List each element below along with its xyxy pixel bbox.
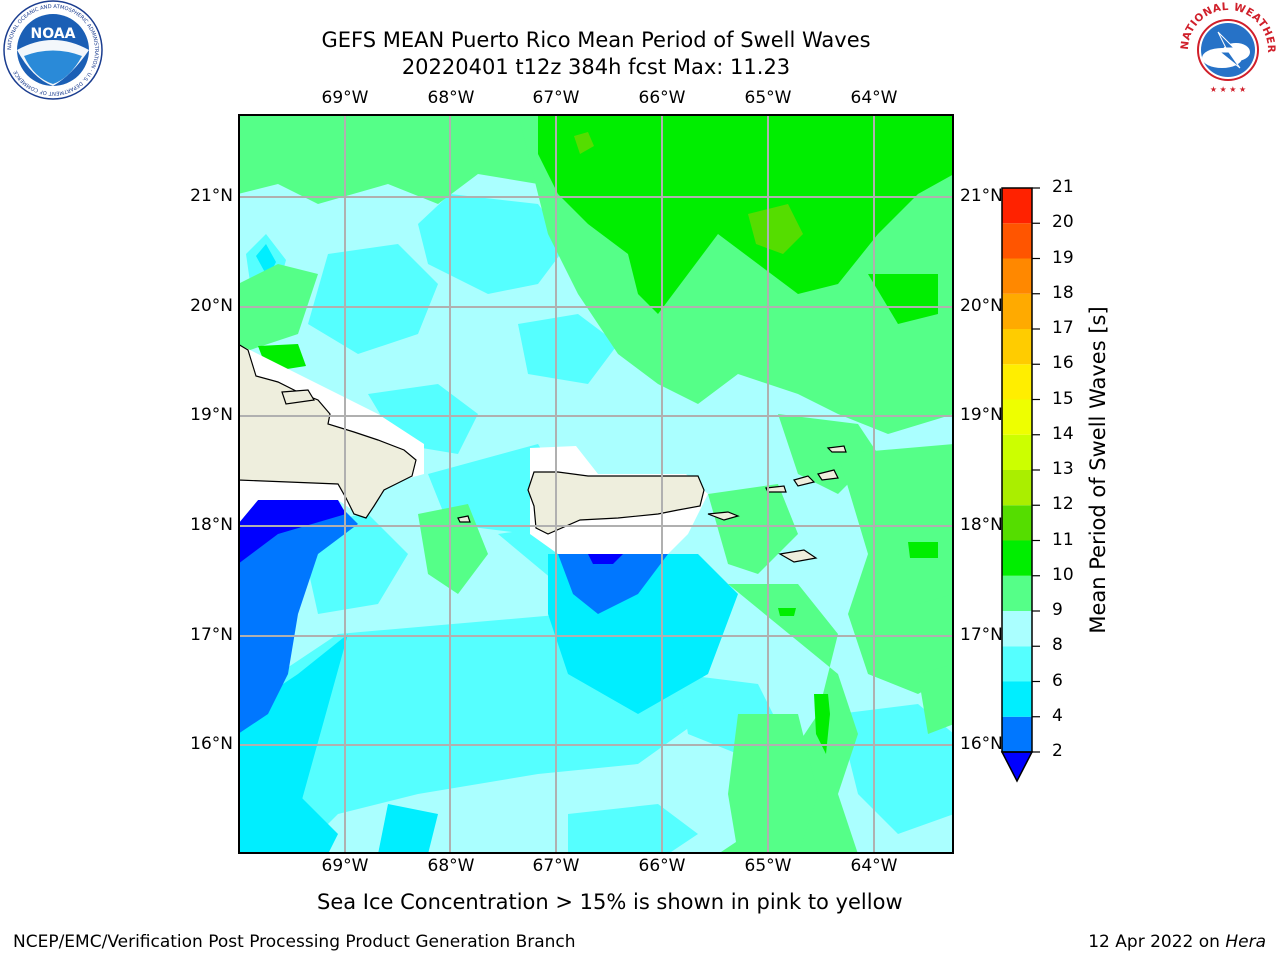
lat-tick-right: 16°N bbox=[960, 734, 1003, 754]
colorbar-segment bbox=[1002, 505, 1032, 541]
colorbar-tick-label: 16 bbox=[1052, 353, 1074, 374]
lat-tick-right: 19°N bbox=[960, 405, 1003, 425]
lat-tick-left: 19°N bbox=[190, 405, 233, 425]
colorbar-segment bbox=[1002, 258, 1032, 294]
lat-tick-left: 18°N bbox=[190, 515, 233, 535]
period-10-11-contours bbox=[258, 114, 954, 754]
colorbar-segment bbox=[1002, 329, 1032, 365]
colorbar-segment bbox=[1002, 611, 1032, 647]
colorbar-segment bbox=[1002, 470, 1032, 506]
lon-tick-top: 69°W bbox=[321, 88, 369, 108]
lat-tick-right: 18°N bbox=[960, 515, 1003, 535]
colorbar-segment bbox=[1002, 364, 1032, 400]
vieques bbox=[707, 511, 740, 521]
colorbar-tick-label: 10 bbox=[1052, 564, 1074, 585]
colorbar-tick-label: 19 bbox=[1052, 247, 1074, 268]
map-subtitle: 20220401 t12z 384h fcst Max: 11.23 bbox=[401, 55, 791, 79]
colorbar-tick-label: 2 bbox=[1052, 741, 1063, 761]
colorbar-segment bbox=[1002, 399, 1032, 435]
land bbox=[238, 343, 847, 563]
colorbar-segment bbox=[1002, 681, 1032, 717]
colorbar-tick-label: 18 bbox=[1052, 282, 1074, 303]
colorbar-tick-label: 12 bbox=[1052, 494, 1074, 515]
colorbar-extend-arrow bbox=[1000, 751, 1034, 783]
colorbar-tick-label: 9 bbox=[1052, 600, 1063, 620]
lon-tick-bottom: 67°W bbox=[532, 856, 580, 876]
mona-island bbox=[457, 515, 471, 523]
colorbar-tick-label: 15 bbox=[1052, 388, 1074, 409]
colorbar-tick-label: 21 bbox=[1052, 177, 1074, 197]
colorbar-tick-label: 17 bbox=[1052, 318, 1074, 338]
lat-tick-left: 20°N bbox=[190, 296, 233, 316]
colorbar-title: Mean Period of Swell Waves [s] bbox=[1086, 306, 1110, 634]
lat-tick-right: 20°N bbox=[960, 296, 1003, 316]
lon-tick-top: 64°W bbox=[850, 88, 898, 108]
lon-tick-top: 66°W bbox=[638, 88, 686, 108]
lon-tick-bottom: 68°W bbox=[427, 856, 475, 876]
graticule bbox=[238, 114, 954, 854]
period-6-8-contours bbox=[238, 194, 954, 854]
period-2-4-contours bbox=[238, 504, 668, 734]
footer-machine: Hera bbox=[1225, 932, 1266, 952]
lon-tick-top: 68°W bbox=[427, 88, 475, 108]
nws-logo: NATIONAL WEATHER SERVICE ★ ★ ★ ★ bbox=[1178, 2, 1277, 96]
colorbar-segment bbox=[1002, 223, 1032, 259]
period-11-12-contours bbox=[574, 132, 803, 254]
sea-ice-note: Sea Ice Concentration > 15% is shown in … bbox=[317, 890, 903, 914]
st-croix bbox=[778, 549, 818, 563]
noaa-logo-text: NOAA bbox=[31, 26, 76, 42]
lon-tick-bottom: 65°W bbox=[744, 856, 792, 876]
swell-period-map bbox=[238, 114, 954, 854]
colorbar-segment bbox=[1002, 575, 1032, 611]
colorbar-tick-label: 6 bbox=[1052, 670, 1063, 691]
lon-tick-bottom: 64°W bbox=[850, 856, 898, 876]
lon-tick-top: 67°W bbox=[532, 88, 580, 108]
lon-tick-top: 65°W bbox=[744, 88, 792, 108]
colorbar-tick-label: 11 bbox=[1052, 529, 1074, 550]
lon-tick-bottom: 66°W bbox=[638, 856, 686, 876]
colorbar bbox=[1000, 187, 1040, 783]
colorbar-segment bbox=[1002, 188, 1032, 224]
lat-tick-left: 17°N bbox=[190, 625, 233, 645]
colorbar-tick-label: 14 bbox=[1052, 423, 1074, 444]
puerto-rico bbox=[527, 471, 705, 535]
hispaniola bbox=[238, 343, 417, 519]
lon-tick-bottom: 69°W bbox=[321, 856, 369, 876]
svg-text:★ ★ ★ ★: ★ ★ ★ ★ bbox=[1210, 85, 1246, 94]
colorbar-segment bbox=[1002, 646, 1032, 682]
colorbar-segment bbox=[1002, 434, 1032, 470]
noaa-logo: NOAA NATIONAL OCEANIC AND ATMOSPHERIC AD… bbox=[3, 0, 103, 100]
footer-date-text: 12 Apr 2022 on bbox=[1088, 932, 1220, 952]
footer-credit: NCEP/EMC/Verification Post Processing Pr… bbox=[13, 932, 576, 952]
colorbar-tick-label: 13 bbox=[1052, 459, 1074, 479]
lat-tick-left: 21°N bbox=[190, 186, 233, 206]
lat-tick-right: 21°N bbox=[960, 186, 1003, 206]
map-border bbox=[238, 114, 954, 854]
colorbar-segment bbox=[1002, 540, 1032, 576]
colorbar-tick-label: 8 bbox=[1052, 635, 1063, 656]
lat-tick-right: 17°N bbox=[960, 625, 1003, 645]
map-title: GEFS MEAN Puerto Rico Mean Period of Swe… bbox=[321, 28, 871, 52]
colorbar-tick-label: 4 bbox=[1052, 705, 1063, 726]
colorbar-tick-label: 20 bbox=[1052, 212, 1074, 233]
lat-tick-left: 16°N bbox=[190, 734, 233, 754]
colorbar-segment bbox=[1002, 293, 1032, 329]
colorbar-segment bbox=[1002, 716, 1032, 752]
footer-date: 12 Apr 2022 on Hera bbox=[1088, 932, 1266, 952]
